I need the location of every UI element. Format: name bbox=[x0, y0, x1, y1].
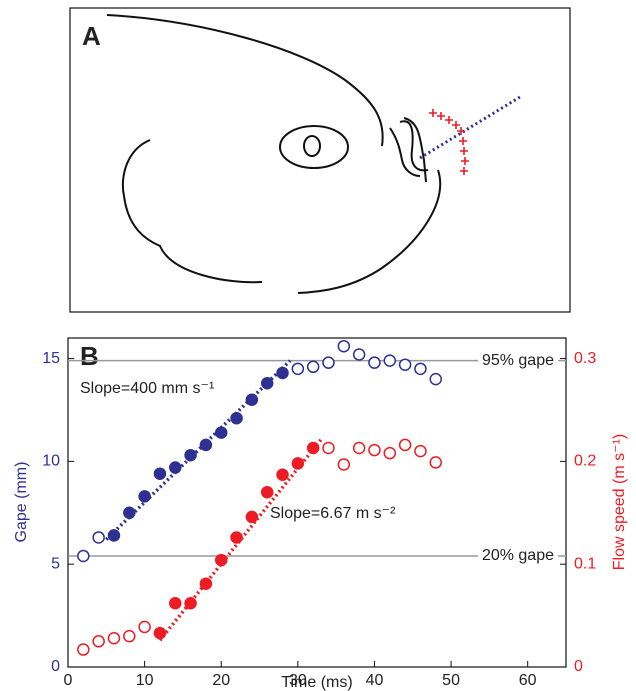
annotation: Slope=400 mm s⁻¹ bbox=[80, 380, 214, 397]
annotation: Slope=6.67 m s⁻² bbox=[270, 505, 396, 522]
x-tick-label: 20 bbox=[212, 672, 230, 689]
data-point bbox=[322, 356, 335, 369]
data-point bbox=[322, 441, 335, 455]
x-tick-label: 40 bbox=[366, 672, 384, 689]
y2-tick-label: 0 bbox=[574, 658, 583, 675]
y-tick-label: 0 bbox=[51, 658, 60, 675]
data-point bbox=[169, 597, 182, 610]
data-point bbox=[153, 467, 167, 480]
data-point bbox=[230, 411, 243, 425]
y-tick-label: 15 bbox=[42, 350, 60, 367]
data-point bbox=[184, 448, 197, 462]
panel-b-frame bbox=[67, 337, 567, 668]
data-point bbox=[352, 348, 366, 361]
data-point bbox=[276, 366, 289, 380]
data-point bbox=[291, 362, 305, 376]
data-point bbox=[368, 443, 381, 457]
x-tick-label: 10 bbox=[136, 672, 154, 689]
reference-label-bg bbox=[477, 547, 559, 565]
panel-a-frame bbox=[69, 7, 571, 313]
fish-drawing bbox=[106, 14, 521, 294]
data-point bbox=[92, 635, 105, 648]
data-point bbox=[429, 372, 443, 386]
data-point bbox=[260, 376, 274, 390]
data-point bbox=[138, 490, 151, 503]
data-point bbox=[245, 393, 259, 406]
reference-label: 95% gape bbox=[482, 352, 554, 369]
y-axis-label: Gape (mm) bbox=[13, 462, 30, 543]
x-axis-label: Time (ms) bbox=[281, 674, 352, 691]
x-tick-label: 50 bbox=[442, 672, 460, 689]
data-point bbox=[169, 461, 182, 474]
reference-label-bg bbox=[477, 351, 559, 369]
data-point bbox=[77, 549, 90, 563]
y-tick-label: 10 bbox=[42, 453, 60, 470]
data-point bbox=[123, 629, 136, 643]
data-point bbox=[414, 444, 427, 458]
data-point bbox=[199, 438, 213, 452]
data-point bbox=[245, 510, 259, 524]
y2-tick-label: 0.1 bbox=[574, 555, 596, 572]
panel-a-label: A bbox=[82, 21, 101, 51]
data-point bbox=[260, 485, 274, 499]
data-point bbox=[306, 360, 320, 374]
data-point bbox=[276, 468, 289, 481]
data-point bbox=[429, 456, 443, 469]
x-tick-label: 60 bbox=[519, 672, 537, 689]
data-point bbox=[352, 441, 366, 455]
data-point bbox=[138, 620, 151, 634]
data-point bbox=[368, 356, 381, 369]
x-tick-label: 30 bbox=[289, 672, 307, 689]
data-point bbox=[414, 362, 427, 376]
data-point bbox=[398, 358, 412, 371]
data-point bbox=[214, 553, 228, 567]
data-point bbox=[214, 426, 228, 439]
data-point bbox=[291, 457, 305, 470]
data-point bbox=[77, 643, 90, 656]
y2-tick-label: 0.3 bbox=[574, 350, 596, 367]
data-point bbox=[306, 441, 320, 455]
data-point bbox=[123, 506, 136, 520]
data-point bbox=[383, 446, 397, 460]
y2-tick-label: 0.2 bbox=[574, 453, 596, 470]
data-point bbox=[337, 458, 351, 471]
data-point bbox=[337, 339, 351, 353]
data-point bbox=[199, 577, 213, 590]
data-point bbox=[153, 626, 167, 640]
data-point bbox=[107, 529, 121, 542]
panel-b-label: B bbox=[80, 341, 99, 371]
data-point bbox=[383, 354, 397, 367]
data-point bbox=[398, 438, 412, 452]
y2-axis-label: Flow speed (m s⁻¹) bbox=[611, 434, 628, 570]
reference-label: 20% gape bbox=[482, 547, 554, 564]
data-point bbox=[107, 631, 121, 645]
data-point bbox=[92, 531, 105, 544]
data-point bbox=[230, 531, 243, 544]
y-tick-label: 5 bbox=[51, 555, 60, 572]
data-point bbox=[184, 597, 197, 610]
x-tick-label: 0 bbox=[64, 672, 73, 689]
